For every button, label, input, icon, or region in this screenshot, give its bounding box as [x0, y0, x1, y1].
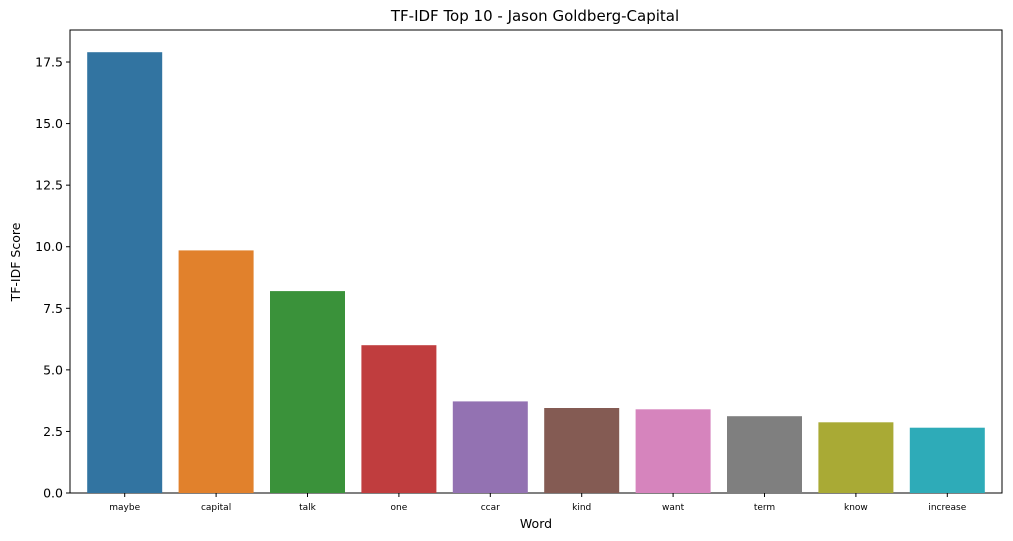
x-tick-label-increase: increase [928, 503, 966, 513]
y-tick-label: 10.0 [35, 239, 63, 254]
y-axis-label: TF-IDF Score [8, 222, 23, 302]
x-tick-label-capital: capital [201, 503, 231, 513]
bar-capital [178, 250, 254, 493]
y-tick-label: 7.5 [43, 301, 63, 316]
x-tick-label-ccar: ccar [481, 503, 500, 513]
chart-title: TF-IDF Top 10 - Jason Goldberg-Capital [390, 7, 679, 25]
y-tick-label: 15.0 [35, 116, 63, 131]
bar-maybe [87, 52, 163, 493]
bar-increase [909, 427, 985, 493]
bar-talk [270, 291, 345, 493]
y-axis-ticks: 0.0 2.5 5.0 7.5 10.0 12.5 15.0 17.5 [35, 55, 70, 501]
x-tick-label-kind: kind [572, 503, 591, 513]
y-tick-label: 0.0 [43, 486, 63, 501]
x-tick-label-maybe: maybe [109, 503, 140, 513]
x-tick-label-want: want [662, 503, 685, 513]
plot-frame [69, 29, 1003, 494]
bar-one [361, 345, 437, 493]
bar-ccar [452, 401, 528, 493]
y-tick-label: 12.5 [35, 178, 63, 193]
bar-term [727, 416, 802, 493]
bar-kind [544, 408, 620, 493]
y-tick-label: 17.5 [35, 55, 63, 70]
x-tick-label-know: know [844, 503, 868, 513]
y-tick-label: 5.0 [43, 362, 63, 377]
x-tick-label-one: one [391, 503, 408, 513]
x-tick-label-term: term [754, 503, 775, 513]
y-tick-label: 2.5 [43, 424, 63, 439]
x-axis-label: Word [520, 516, 552, 531]
bar-want [635, 409, 711, 493]
bars [87, 52, 985, 493]
x-tick-label-talk: talk [299, 503, 317, 513]
bar-know [818, 422, 894, 493]
x-axis-ticks: maybe capital talk one ccar kind want term know i… [109, 493, 967, 513]
